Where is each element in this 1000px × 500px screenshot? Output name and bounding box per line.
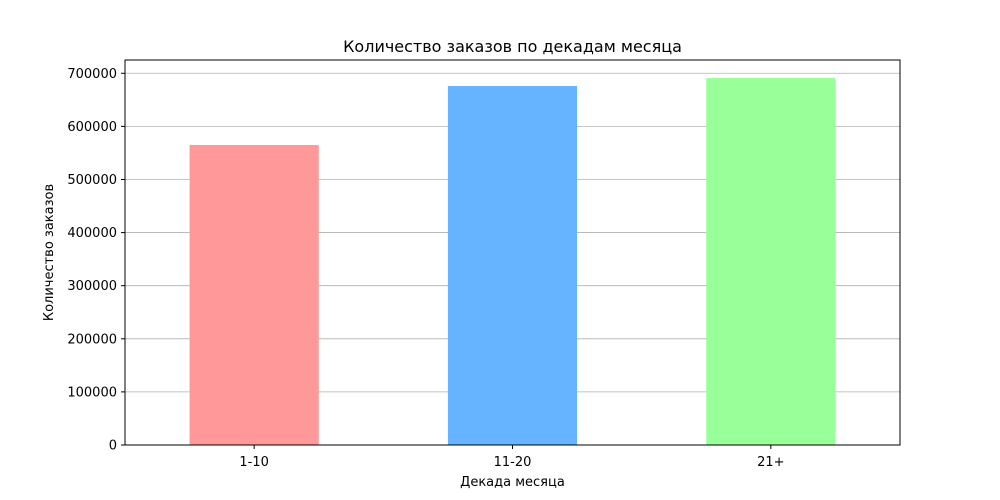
y-tick-label: 500000 <box>67 173 117 188</box>
y-tick-label: 0 <box>109 439 117 454</box>
bar-11-20 <box>447 86 578 445</box>
x-axis-label: Декада месяца <box>460 475 565 490</box>
x-tick-label: 21+ <box>757 455 784 470</box>
y-tick-label: 300000 <box>67 279 117 294</box>
y-tick-label: 200000 <box>67 332 117 347</box>
axis-ticks: 0 100000 200000 300000 400000 500000 600000 700… <box>67 67 784 470</box>
chart-title: Количество заказов по декадам месяца <box>343 37 682 56</box>
x-tick-label: 11-20 <box>494 455 532 470</box>
y-tick-label: 600000 <box>67 120 117 135</box>
x-tick-label: 1-10 <box>239 455 269 470</box>
bars <box>189 78 836 445</box>
y-tick-label: 400000 <box>67 226 117 241</box>
bar-1-10 <box>189 144 319 445</box>
y-tick-label: 700000 <box>67 67 117 82</box>
y-tick-label: 100000 <box>67 385 117 400</box>
y-axis-label: Количество заказов <box>42 184 57 321</box>
bar-21+ <box>706 78 836 445</box>
